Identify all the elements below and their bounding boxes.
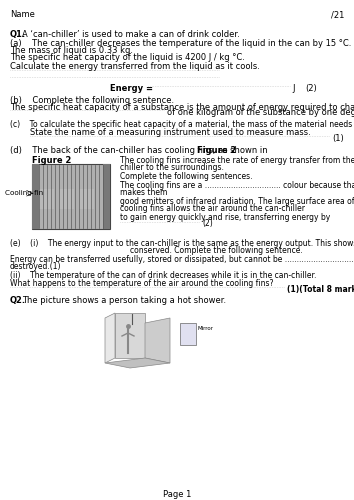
Text: The mass of liquid is 0.33 kg.: The mass of liquid is 0.33 kg. <box>10 46 133 55</box>
Bar <box>32 164 110 229</box>
Text: of one kilogram of the substance by one degree Celsius.(1): of one kilogram of the substance by one … <box>167 108 354 117</box>
Text: The cooling fins increase the rate of energy transfer from the can-: The cooling fins increase the rate of en… <box>120 156 354 165</box>
Text: cooling fins allows the air around the can-chiller: cooling fins allows the air around the c… <box>120 204 305 213</box>
Text: State the name of a measuring instrument used to measure mass.: State the name of a measuring instrument… <box>30 128 311 137</box>
Text: conserved. Complete the following sentence.: conserved. Complete the following senten… <box>130 246 303 255</box>
Text: (b)    Complete the following sentence.: (b) Complete the following sentence. <box>10 96 174 105</box>
Text: The picture shows a person taking a hot shower.: The picture shows a person taking a hot … <box>22 296 226 305</box>
Bar <box>32 164 39 229</box>
Polygon shape <box>105 313 115 363</box>
Text: The specific heat capacity of the liquid is 4200 J / kg °C.: The specific heat capacity of the liquid… <box>10 53 245 62</box>
Text: (1): (1) <box>332 134 344 143</box>
Text: makes them: makes them <box>120 188 167 197</box>
Bar <box>180 323 196 345</box>
Text: (d)    The back of the can-chiller has cooling fins, as shown in: (d) The back of the can-chiller has cool… <box>10 146 270 155</box>
Text: Cooling fin: Cooling fin <box>5 190 43 196</box>
Text: Mirror: Mirror <box>197 326 213 331</box>
Text: good emitters of infrared radiation. The large surface area of the: good emitters of infrared radiation. The… <box>120 197 354 206</box>
Text: /21: /21 <box>331 10 344 19</box>
Text: Energy =: Energy = <box>110 84 153 93</box>
Text: Calculate the energy transferred from the liquid as it cools.: Calculate the energy transferred from th… <box>10 62 260 71</box>
Bar <box>59 189 74 209</box>
Text: Q2.: Q2. <box>10 296 26 305</box>
Text: Complete the following sentences.: Complete the following sentences. <box>120 172 252 181</box>
Text: The specific heat capacity of a substance is the amount of energy required to ch: The specific heat capacity of a substanc… <box>10 103 354 112</box>
Text: .: . <box>231 146 234 155</box>
Text: Q1.: Q1. <box>10 30 26 39</box>
Text: Name: Name <box>10 10 35 19</box>
Text: Figure 2: Figure 2 <box>197 146 236 155</box>
Polygon shape <box>105 358 170 368</box>
Text: (1)(Total 8 marks): (1)(Total 8 marks) <box>287 285 354 294</box>
Text: destroyed.(1): destroyed.(1) <box>10 262 62 271</box>
Bar <box>79 189 94 209</box>
Text: (ii)    The temperature of the can of drink decreases while it is in the can-chi: (ii) The temperature of the can of drink… <box>10 271 316 280</box>
Text: J: J <box>292 84 295 93</box>
Text: Energy can be transferred usefully, stored or dissipated, but cannot be ........: Energy can be transferred usefully, stor… <box>10 255 354 264</box>
Text: Page 1: Page 1 <box>163 490 191 499</box>
Polygon shape <box>115 313 145 358</box>
Text: Figure 2: Figure 2 <box>32 156 72 165</box>
Text: to gain energy quickly and rise, transferring energy by: to gain energy quickly and rise, transfe… <box>120 213 330 222</box>
Bar <box>39 189 54 209</box>
Text: What happens to the temperature of the air around the cooling fins?: What happens to the temperature of the a… <box>10 279 274 288</box>
Text: The cooling fins are a ................................ colour because that: The cooling fins are a .................… <box>120 181 354 190</box>
Text: (2): (2) <box>305 84 317 93</box>
Bar <box>103 164 110 229</box>
Polygon shape <box>145 318 170 363</box>
Text: (e)    (i)    The energy input to the can-chiller is the same as the energy outp: (e) (i) The energy input to the can-chil… <box>10 239 354 248</box>
Text: A ‘can-chiller’ is used to make a can of drink colder.: A ‘can-chiller’ is used to make a can of… <box>22 30 240 39</box>
Text: (a)    The can-chiller decreases the temperature of the liquid in the can by 15 : (a) The can-chiller decreases the temper… <box>10 39 352 48</box>
Text: (c)    To calculate the specific heat capacity of a material, the mass of the ma: (c) To calculate the specific heat capac… <box>10 120 354 129</box>
Text: chiller to the surroundings.: chiller to the surroundings. <box>120 163 224 172</box>
Text: (2): (2) <box>202 219 213 228</box>
